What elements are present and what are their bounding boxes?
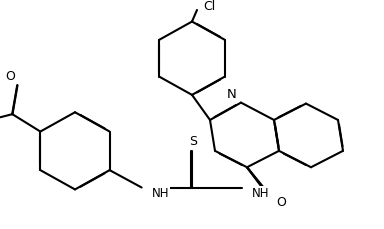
Text: O: O (276, 196, 286, 210)
Text: O: O (5, 70, 15, 83)
Text: NH: NH (152, 187, 169, 200)
Text: N: N (227, 88, 237, 101)
Text: NH: NH (252, 187, 269, 200)
Text: S: S (189, 135, 197, 148)
Text: Cl: Cl (203, 0, 215, 13)
